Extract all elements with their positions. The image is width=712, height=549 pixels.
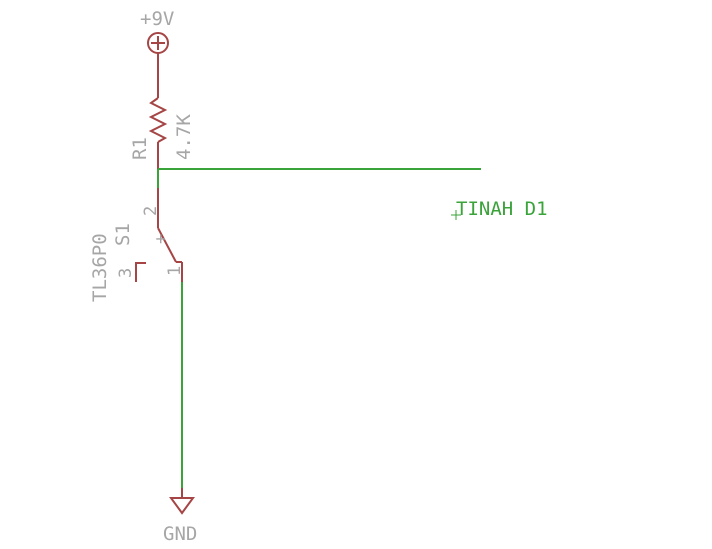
switch-s1[interactable]: 2 + 1 3 S1 TL36P0: [89, 188, 185, 302]
ground-symbol[interactable]: GND: [163, 488, 197, 545]
switch-pin-3-label: 3: [116, 268, 136, 278]
switch-pin-1-label: 1: [165, 266, 185, 276]
resistor-name: R1: [129, 137, 151, 160]
ground-label: GND: [163, 523, 197, 545]
net-label-text: TINAH D1: [456, 198, 548, 220]
switch-lever: [157, 227, 177, 263]
resistor-value: 4.7K: [173, 114, 195, 160]
supply-symbol[interactable]: +9V: [140, 8, 174, 54]
switch-pin-3-contact: [135, 262, 146, 282]
switch-pin-2-label: 2: [141, 206, 161, 216]
ground-triangle: [169, 497, 195, 515]
switch-plus-mark: +: [151, 234, 171, 244]
net-label-tinah-d1[interactable]: TINAH D1: [451, 198, 548, 220]
switch-name: S1: [112, 223, 134, 246]
switch-part-number: TL36P0: [89, 233, 111, 302]
resistor-zigzag: [148, 97, 168, 143]
resistor-r1[interactable]: R1 4.7K: [129, 97, 195, 160]
supply-label: +9V: [140, 8, 174, 30]
